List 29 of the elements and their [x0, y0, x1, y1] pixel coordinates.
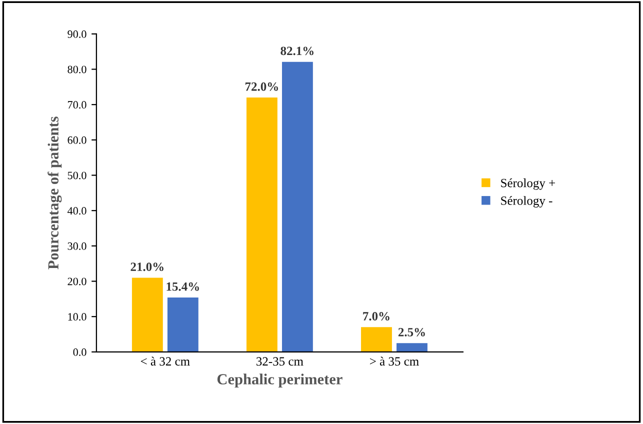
- data-label: 72.0%: [245, 82, 278, 91]
- y-tick-label: 80.0: [68, 66, 86, 74]
- data-label: 82.1%: [280, 46, 314, 56]
- x-tick-label: > à 35 cm: [370, 356, 419, 366]
- y-tick-label: 10.0: [68, 313, 86, 321]
- bar: [132, 278, 163, 352]
- y-tick-label: 70.0: [68, 101, 86, 109]
- data-label: 15.4%: [166, 282, 199, 291]
- legend-label: Sérology +: [501, 178, 555, 190]
- x-tick-label: < à 32 cm: [140, 356, 190, 366]
- y-tick-label: 30.0: [68, 242, 86, 250]
- y-tick-label: 40.0: [68, 207, 86, 215]
- y-tick-label: 50.0: [68, 172, 86, 180]
- bar: [396, 343, 428, 352]
- legend-label: Sérology -: [501, 196, 552, 208]
- bar: [246, 98, 278, 352]
- data-label: 21.0%: [130, 262, 164, 272]
- data-label: 7.0%: [363, 312, 390, 321]
- x-tick-label: 32-35 cm: [256, 357, 304, 366]
- y-axis-title: Pourcentage of patients: [48, 116, 62, 270]
- x-axis-title: Cephalic perimeter: [217, 374, 342, 388]
- bar: [282, 62, 313, 352]
- y-tick-label: 20.0: [68, 278, 86, 286]
- data-label: 2.5%: [398, 328, 425, 336]
- y-tick-label: 0.0: [73, 348, 86, 356]
- y-tick-label: 90.0: [68, 30, 86, 38]
- bar: [361, 327, 392, 352]
- y-tick-label: 60.0: [68, 136, 86, 144]
- bar: [167, 298, 198, 352]
